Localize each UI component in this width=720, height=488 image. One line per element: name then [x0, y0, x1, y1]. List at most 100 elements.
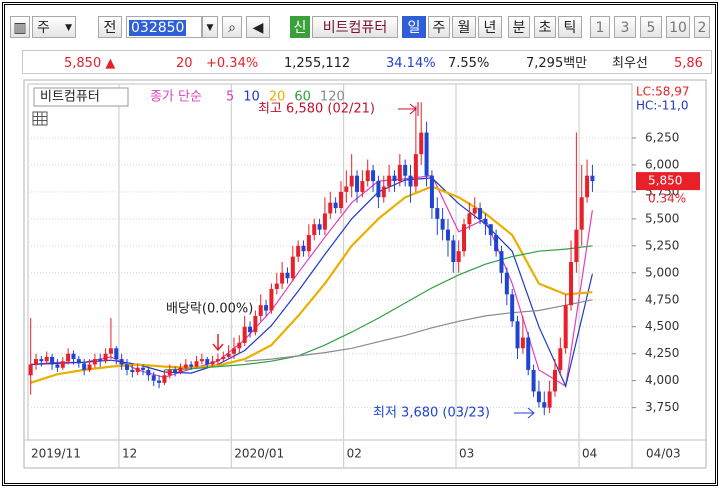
candle-body: [290, 256, 295, 279]
candle-body: [66, 353, 71, 362]
y-tick-label: 4,250: [645, 346, 679, 360]
candle-body: [87, 364, 92, 370]
candle-body: [141, 367, 146, 370]
period-button[interactable]: 분: [508, 16, 530, 38]
candle-body: [119, 359, 124, 365]
candle-body: [242, 326, 247, 343]
turnover: 7.55%: [448, 56, 490, 71]
x-tick-label: 2020/01: [234, 447, 284, 461]
market: 주: [37, 20, 50, 36]
candle-body: [237, 342, 242, 349]
candle-body: [355, 175, 360, 192]
volume-rate: 34.14%: [386, 56, 436, 71]
code: 032850: [129, 20, 187, 36]
menu-icon[interactable]: ▥: [10, 16, 30, 38]
candle-body: [520, 337, 525, 349]
amount: 7,295백만: [526, 56, 588, 71]
interval-button[interactable]: 10: [666, 16, 690, 38]
interval-button[interactable]: 2: [694, 16, 710, 38]
candle-body: [205, 359, 210, 365]
candle-body: [322, 213, 327, 230]
candle-body: [338, 191, 343, 209]
dividend-annotation: 배당락(0.00%): [166, 302, 253, 317]
interval-button[interactable]: 3: [614, 16, 636, 38]
dividend-arrow: [212, 334, 224, 352]
candle-body: [258, 305, 263, 316]
period-button[interactable]: 일: [402, 16, 426, 38]
candle-body: [552, 369, 557, 392]
period-button[interactable]: 월: [452, 16, 476, 38]
candle-body: [231, 348, 236, 354]
period-button[interactable]: 틱: [558, 16, 582, 38]
search-button[interactable]: ⌕: [222, 16, 242, 38]
sound-button[interactable]: ◀: [246, 16, 270, 38]
period-button[interactable]: 초: [534, 16, 556, 38]
end-date-label: 04/03: [646, 447, 681, 461]
candle-body: [435, 208, 440, 219]
candle-body: [504, 272, 509, 295]
candle-body: [108, 348, 113, 354]
candle-body: [403, 164, 408, 176]
candle-body: [199, 359, 204, 362]
candle-body: [536, 391, 541, 403]
candle-body: [585, 175, 590, 198]
candle-body: [531, 369, 536, 392]
y-tick-label: 4,000: [645, 373, 679, 387]
ma-line: [164, 245, 593, 371]
ma-line: [30, 185, 593, 384]
candle-body: [408, 175, 413, 187]
candle-body: [114, 348, 119, 360]
credit-badge: 신: [290, 16, 310, 38]
period-button[interactable]: 주: [428, 16, 450, 38]
grid-icon[interactable]: [32, 111, 48, 126]
candle-body: [371, 170, 376, 182]
candle-body: [590, 175, 595, 182]
candle-body: [467, 213, 472, 225]
grid-icon: [33, 112, 47, 125]
candle-body: [173, 369, 178, 373]
legend-label: 종가 단순: [150, 90, 202, 105]
code-input[interactable]: 032850: [126, 16, 202, 38]
candle-body: [60, 361, 65, 368]
candle-body: [328, 202, 333, 214]
candle-body: [397, 164, 402, 182]
candle-body: [424, 132, 429, 176]
candle-body: [306, 235, 311, 252]
candle-body: [269, 288, 274, 311]
legend-entry: 5: [226, 90, 234, 105]
period-button[interactable]: 년: [478, 16, 502, 38]
candle-body: [274, 283, 279, 289]
candle-body: [515, 321, 520, 349]
candle-body: [264, 305, 269, 311]
candle-body: [50, 356, 55, 365]
candle-body: [472, 208, 477, 214]
candle-body: [253, 315, 258, 333]
candle-body: [98, 359, 103, 362]
code-dropdown[interactable]: ▼: [202, 16, 218, 38]
candle-body: [296, 245, 301, 257]
candle-body: [76, 359, 81, 364]
candle-body: [124, 364, 129, 370]
candle-body: [92, 359, 97, 365]
x-tick-label: 02: [347, 447, 362, 461]
candle-body: [499, 251, 504, 273]
candle-body: [376, 181, 381, 198]
change: 20: [176, 56, 193, 71]
x-tick-label: 12: [122, 447, 137, 461]
legend-entry: 20: [269, 90, 286, 105]
low-arrow: [514, 407, 535, 419]
interval-button[interactable]: 1: [590, 16, 610, 38]
interval-button[interactable]: 5: [640, 16, 662, 38]
candle-body: [146, 369, 151, 376]
candle-body: [28, 364, 33, 376]
ma-line: [30, 175, 593, 388]
market-select[interactable]: 주 ▼: [32, 16, 76, 38]
last-change-label: 0.34%: [648, 192, 686, 206]
candle-body: [285, 272, 290, 279]
candle-body: [413, 154, 418, 187]
code-label[interactable]: 전: [98, 16, 122, 38]
legend-entry: 120: [320, 90, 345, 105]
candle-body: [162, 375, 167, 383]
corner-label: LC:58,97: [636, 85, 689, 99]
